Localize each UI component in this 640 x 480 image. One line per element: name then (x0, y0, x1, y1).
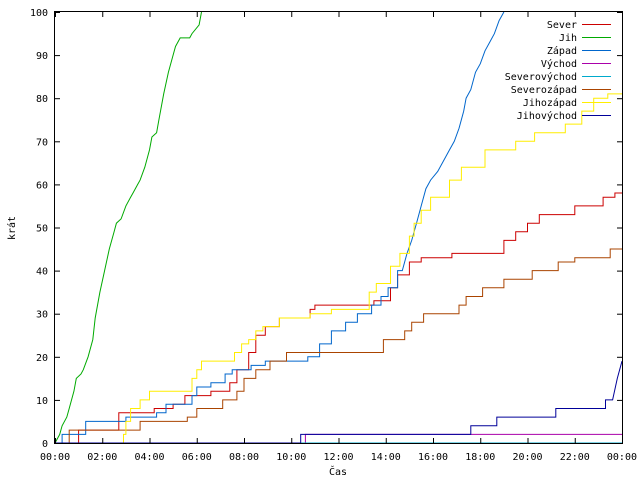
legend-label-1: Jih (559, 33, 577, 44)
plot-frame (54, 11, 623, 444)
legend-label-6: Jihozápad (523, 97, 577, 109)
series-line-5 (55, 248, 622, 444)
x-tick-label: 00:00 (40, 452, 70, 463)
y-tick-label: 40 (36, 267, 48, 278)
series-line-2 (55, 11, 505, 444)
y-tick-label: 10 (36, 396, 48, 407)
legend-label-0: Sever (547, 20, 577, 31)
x-tick-label: 04:00 (134, 452, 164, 463)
x-tick-label: 02:00 (87, 452, 117, 463)
y-tick-label: 80 (36, 94, 48, 105)
series-line-1 (54, 11, 202, 444)
y-tick-label: 100 (30, 8, 48, 19)
x-tick-label: 12:00 (323, 452, 353, 463)
legend-label-4: Severovýchod (505, 71, 577, 83)
series-line-7 (55, 360, 623, 444)
legend-label-5: Severozápad (511, 84, 577, 96)
legend-label-2: Západ (547, 45, 577, 57)
x-tick-label: 16:00 (418, 452, 448, 463)
x-tick-label: 00:00 (607, 452, 637, 463)
x-tick-label: 22:00 (560, 452, 590, 463)
x-tick-label: 10:00 (276, 452, 306, 463)
x-tick-label: 08:00 (229, 452, 259, 463)
x-tick-label: 14:00 (371, 452, 401, 463)
y-tick-label: 70 (36, 137, 48, 148)
axis-ticks: 0 10 20 30 40 50 60 70 80 90 100 00:00 02:00 04:00 06:… (30, 8, 637, 463)
series-line-0 (55, 192, 622, 444)
y-tick-label: 50 (36, 224, 48, 235)
y-tick-label: 60 (36, 180, 48, 191)
y-tick-label: 30 (36, 310, 48, 321)
y-tick-label: 20 (36, 353, 48, 364)
x-tick-label: 18:00 (465, 452, 495, 463)
y-axis-label: krát (6, 216, 18, 240)
y-tick-label: 0 (42, 439, 48, 450)
x-tick-label: 20:00 (512, 452, 542, 463)
legend: Sever JihZápadVýchodSeverovýchodSeverozáp… (505, 20, 611, 122)
x-tick-label: 06:00 (182, 452, 212, 463)
legend-label-7: Jihovýchod (517, 110, 577, 122)
legend-label-3: Východ (541, 58, 577, 70)
y-tick-label: 90 (36, 51, 48, 62)
x-axis-label: Čas (329, 465, 347, 478)
series-line-6 (55, 93, 622, 444)
